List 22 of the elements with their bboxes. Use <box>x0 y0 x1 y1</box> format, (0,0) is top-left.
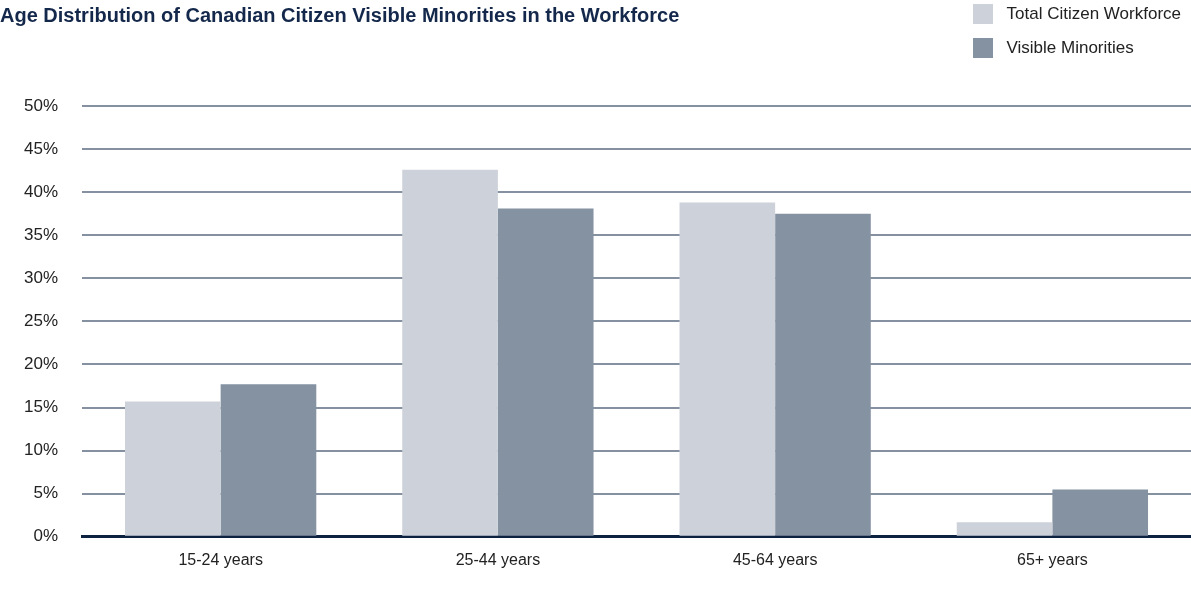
y-tick-label: 35% <box>23 224 59 244</box>
y-tick-label: 50% <box>23 95 59 115</box>
y-tick-label: 0% <box>33 526 59 546</box>
x-tick-label: 15-24 years <box>178 550 263 568</box>
bar <box>125 401 221 536</box>
chart-title: Age Distribution of Canadian Citizen Visible Minorities in the Workforce <box>0 3 680 26</box>
y-tick-label: 40% <box>23 181 59 201</box>
x-tick-label: 45-64 years <box>732 550 818 568</box>
legend-label: Total Citizen Workforce <box>1006 4 1181 24</box>
y-tick-label: 5% <box>33 483 59 503</box>
bar <box>679 202 776 536</box>
bar <box>956 522 1053 536</box>
y-tick-label: 30% <box>23 268 59 288</box>
y-tick-label: 20% <box>23 354 59 374</box>
bar <box>402 169 498 536</box>
legend-label: Visible Minorities <box>1006 38 1134 58</box>
x-tick-label: 65+ years <box>1017 550 1088 568</box>
x-tick-label: 25-44 years <box>455 550 541 568</box>
y-tick-label: 10% <box>23 440 59 460</box>
y-tick-label: 45% <box>23 138 59 158</box>
y-tick-label: 25% <box>23 311 59 331</box>
y-tick-label: 15% <box>23 397 59 417</box>
